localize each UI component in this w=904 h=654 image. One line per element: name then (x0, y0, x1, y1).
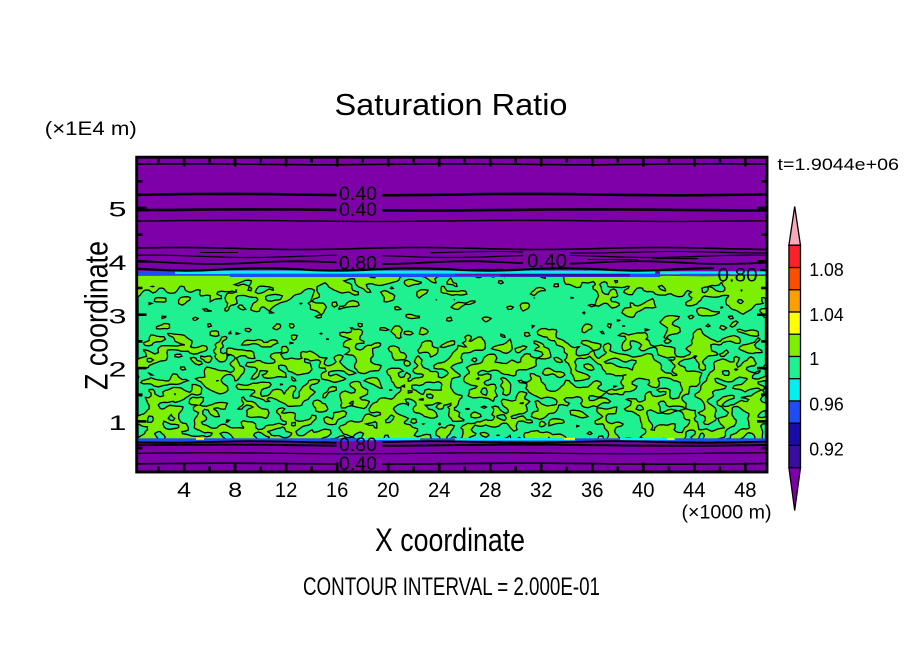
svg-text:0.92: 0.92 (809, 439, 844, 459)
svg-text:12: 12 (275, 478, 298, 502)
svg-text:20: 20 (377, 478, 400, 502)
svg-text:32: 32 (530, 478, 553, 502)
svg-text:1.08: 1.08 (809, 260, 844, 280)
svg-text:5: 5 (109, 198, 127, 222)
svg-text:2: 2 (109, 358, 127, 382)
svg-text:1.04: 1.04 (809, 305, 844, 325)
svg-text:3: 3 (109, 304, 127, 328)
svg-text:t=1.9044e+06: t=1.9044e+06 (778, 156, 900, 174)
svg-text:Saturation Ratio: Saturation Ratio (335, 88, 568, 122)
svg-text:0.96: 0.96 (809, 395, 844, 415)
svg-text:0.40: 0.40 (527, 251, 567, 272)
svg-text:1: 1 (809, 349, 819, 369)
svg-text:28: 28 (479, 478, 502, 502)
svg-text:8: 8 (228, 478, 242, 502)
svg-text:0.40: 0.40 (339, 454, 377, 475)
svg-text:Z coordinate: Z coordinate (79, 241, 115, 390)
svg-text:44: 44 (683, 478, 706, 502)
svg-text:0.40: 0.40 (339, 184, 377, 205)
svg-text:(×1000 m): (×1000 m) (682, 503, 772, 524)
svg-text:(×1E4 m): (×1E4 m) (45, 119, 137, 140)
svg-text:36: 36 (581, 478, 604, 502)
svg-text:CONTOUR INTERVAL = 2.000E-01: CONTOUR INTERVAL = 2.000E-01 (303, 573, 600, 601)
svg-text:0.80: 0.80 (339, 435, 377, 456)
svg-text:X coordinate: X coordinate (375, 522, 525, 558)
svg-text:0.40: 0.40 (339, 200, 377, 221)
svg-text:1: 1 (109, 411, 127, 435)
svg-text:40: 40 (632, 478, 655, 502)
svg-text:24: 24 (428, 478, 451, 502)
svg-text:48: 48 (734, 478, 757, 502)
svg-text:0.80: 0.80 (718, 265, 758, 286)
svg-text:16: 16 (326, 478, 349, 502)
svg-text:0.80: 0.80 (339, 253, 377, 274)
svg-text:4: 4 (177, 478, 191, 502)
svg-text:4: 4 (109, 251, 127, 275)
